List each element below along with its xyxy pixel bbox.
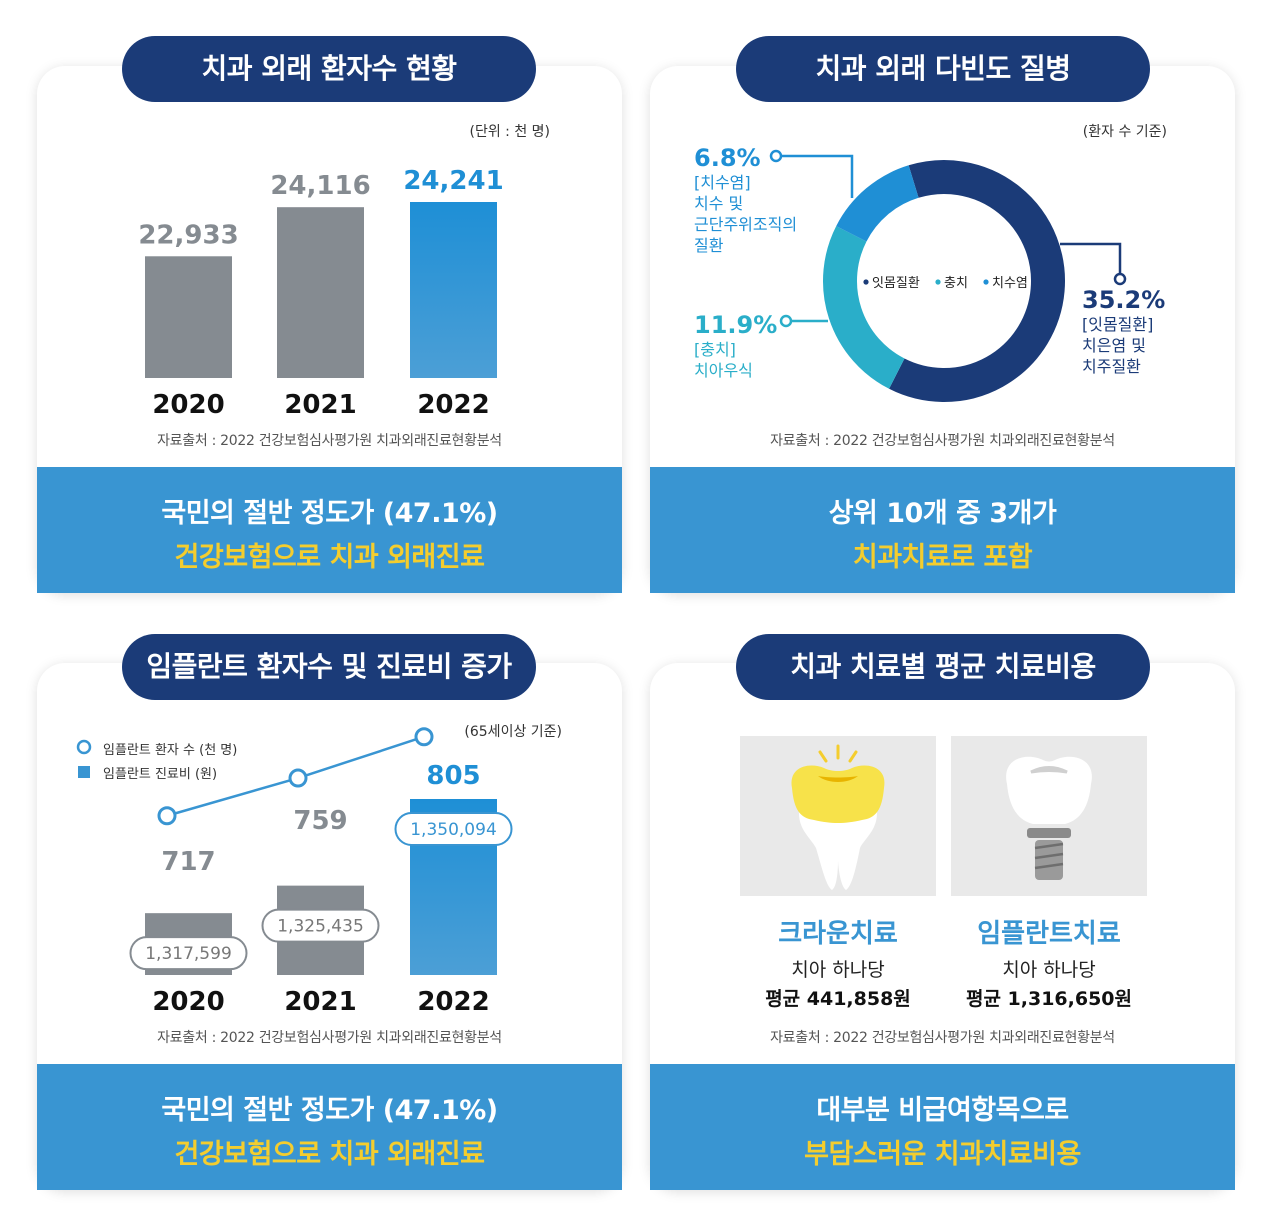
implant-year-label: 2021 xyxy=(284,987,356,1017)
panel2-body: (환자 수 기준) 잇몸질환 충치 치수염 6.8% [치수염] 치수 및 근단주위… xyxy=(650,66,1235,593)
center-legend-dot xyxy=(863,279,869,285)
implant-cost-label: 1,317,599 xyxy=(145,944,232,964)
center-legend-dot xyxy=(983,279,989,285)
implant-cost-pill xyxy=(129,936,248,971)
caries-pct: 11.9% xyxy=(694,311,778,339)
caries-line1: [충치] xyxy=(694,340,736,359)
implant-patient-label: 759 xyxy=(293,806,347,836)
pulp-leader-line xyxy=(781,154,854,198)
outpatient-value-label: 22,933 xyxy=(138,220,238,250)
panel2-title: 치과 외래 다빈도 질병 xyxy=(736,36,1150,102)
panel3-source: 자료출처 : 2022 건강보험심사평가원 치과외래진료현황분석 xyxy=(157,1030,502,1046)
implant-cost-pill xyxy=(394,812,513,846)
implant-year-label: 2022 xyxy=(417,987,489,1017)
center-legend-label: 잇몸질환 xyxy=(872,276,920,291)
implant-sub: 치아 하나당 xyxy=(1002,959,1096,981)
gum-line3: 치주질환 xyxy=(1082,357,1141,376)
implant-name: 임플란트치료 xyxy=(977,919,1121,949)
implant-cost-label: 1,325,435 xyxy=(277,917,364,937)
panel3-body: (65세이상 기준) 임플란트 환자 수 (천 명) 임플란트 진료비 (원) … xyxy=(37,663,622,1190)
implant-patient-point xyxy=(157,806,177,826)
outpatient-value-label: 24,241 xyxy=(403,166,503,196)
gum-label: 35.2% [잇몸질환] 치은염 및 치주질환 xyxy=(1082,286,1165,377)
pulp-line1: [치수염] xyxy=(694,173,751,192)
panel3-legend xyxy=(76,739,92,778)
panel1-title: 치과 외래 환자수 현황 xyxy=(122,36,536,102)
implant-year-label: 2020 xyxy=(152,987,224,1017)
pulp-line4: 질환 xyxy=(694,236,724,255)
caries-leader-dot xyxy=(779,314,793,328)
panel4-footer-line2: 부담스러운 치과치료비용 xyxy=(804,1139,1081,1170)
implant-cost-pill xyxy=(261,908,380,943)
caries-label: 11.9% [충치] 치아우식 xyxy=(694,311,777,381)
donut-slice-caries xyxy=(823,226,905,389)
outpatient-year-label: 2021 xyxy=(284,390,356,420)
gum-leader-line xyxy=(1060,242,1122,274)
implant-patient-point xyxy=(288,768,308,788)
panel4-footer-line1: 대부분 비급여항목으로 xyxy=(816,1095,1069,1126)
panel1-footer-line2: 건강보험으로 치과 외래진료 xyxy=(174,542,485,573)
panel4-source: 자료출처 : 2022 건강보험심사평가원 치과외래진료현황분석 xyxy=(770,1030,1115,1046)
panel4-footer: 대부분 비급여항목으로 부담스러운 치과치료비용 xyxy=(650,1064,1235,1190)
crown-name: 크라운치료 xyxy=(778,919,898,949)
implant-patient-label: 805 xyxy=(426,761,480,791)
panel2-donut-chart: 잇몸질환 충치 치수염 xyxy=(769,149,1127,402)
panel3-basis: (65세이상 기준) xyxy=(464,724,562,740)
panel1-footer: 국민의 절반 정도가 (47.1%) 건강보험으로 치과 외래진료 xyxy=(37,467,622,593)
panel2-footer-line2: 치과치료로 포함 xyxy=(852,542,1033,573)
panel2-footer: 상위 10개 중 3개가 치과치료로 포함 xyxy=(650,467,1235,593)
implant-cost-label: 1,350,094 xyxy=(410,820,497,840)
panel2-footer-line1: 상위 10개 중 3개가 xyxy=(828,498,1057,529)
outpatient-bar-2021 xyxy=(277,207,364,378)
caries-line2: 치아우식 xyxy=(694,361,753,380)
gum-line1: [잇몸질환] xyxy=(1082,315,1154,334)
pulp-line2: 치수 및 xyxy=(694,194,744,213)
legend-bar-label: 임플란트 진료비 (원) xyxy=(103,767,218,782)
implant-image xyxy=(951,736,1147,896)
panel3-footer: 국민의 절반 정도가 (47.1%) 건강보험으로 치과 외래진료 xyxy=(37,1064,622,1190)
panel1-bar-chart: 22,933 2020 24,116 2021 24,241 2022 xyxy=(138,166,503,420)
implant-patient-label: 717 xyxy=(161,847,215,877)
center-legend-dot xyxy=(935,279,941,285)
panel3-footer-line1: 국민의 절반 정도가 (47.1%) xyxy=(161,1095,498,1126)
implant-price: 평균 1,316,650원 xyxy=(965,988,1133,1010)
gum-leader-dot xyxy=(1113,272,1127,286)
outpatient-year-label: 2020 xyxy=(152,390,224,420)
panel3-footer-line2: 건강보험으로 치과 외래진료 xyxy=(174,1139,485,1170)
panel2-basis: (환자 수 기준) xyxy=(1082,124,1167,140)
gum-line2: 치은염 및 xyxy=(1082,336,1146,355)
pulp-pct: 6.8% xyxy=(694,144,761,172)
outpatient-bar-2022 xyxy=(410,202,497,378)
outpatient-bar-2020 xyxy=(145,256,232,378)
panel2-source: 자료출처 : 2022 건강보험심사평가원 치과외래진료현황분석 xyxy=(770,433,1115,449)
outpatient-value-label: 24,116 xyxy=(270,171,370,201)
panel1-body: (단위 : 천 명) 22,933 2020 24,116 2021 24,241 202… xyxy=(37,66,622,593)
center-legend-label: 충치 xyxy=(944,276,968,291)
pulp-label: 6.8% [치수염] 치수 및 근단주위조직의 질환 xyxy=(694,144,797,256)
crown-tooth-icon xyxy=(791,744,885,890)
crown-image xyxy=(740,736,936,896)
implant-patient-point xyxy=(414,727,434,747)
legend-line-label: 임플란트 환자 수 (천 명) xyxy=(103,743,238,758)
center-legend-label: 치수염 xyxy=(992,276,1028,291)
outpatient-year-label: 2022 xyxy=(417,390,489,420)
panel4-body: 크라운치료 치아 하나당 평균 441,858원 임플란트치료 치아 하나당 평… xyxy=(650,663,1235,1190)
crown-sub: 치아 하나당 xyxy=(791,959,885,981)
donut-slice-pulp xyxy=(836,165,920,243)
gum-pct: 35.2% xyxy=(1082,286,1166,314)
legend-bar-icon xyxy=(78,766,90,778)
crown-price: 평균 441,858원 xyxy=(765,988,911,1010)
legend-line-icon xyxy=(76,739,92,755)
donut-slice-gum xyxy=(889,160,1065,402)
implant-tooth-icon xyxy=(1006,756,1092,880)
panel1-footer-line1: 국민의 절반 정도가 (47.1%) xyxy=(161,498,498,529)
panel3-combo-chart: 1,317,599 2020 1,325,435 2021 1,350,094 2022 7… xyxy=(129,727,513,1017)
panel1-unit: (단위 : 천 명) xyxy=(469,124,550,140)
pulp-line3: 근단주위조직의 xyxy=(694,215,798,234)
panel4-title: 치과 치료별 평균 치료비용 xyxy=(736,634,1150,700)
panel3-title: 임플란트 환자수 및 진료비 증가 xyxy=(122,634,536,700)
panel1-source: 자료출처 : 2022 건강보험심사평가원 치과외래진료현황분석 xyxy=(157,433,502,449)
